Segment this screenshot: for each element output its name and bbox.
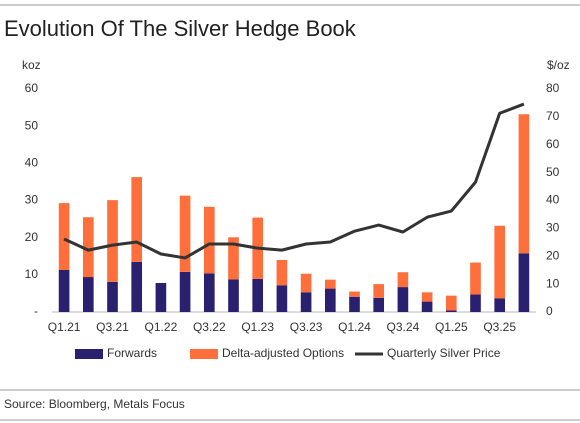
bar-segment [349,291,360,297]
bar-segment [107,281,118,312]
bar-segment [58,203,70,271]
y2-tick-label: 0 [546,304,553,318]
y-tick-label: 20 [25,230,39,244]
bar-segment [179,271,191,312]
bar-segment [518,114,530,254]
x-tick-label: Q1.22 [145,320,178,334]
bar-segment [82,277,94,312]
legend-swatch [190,349,218,359]
bar-segment [131,261,143,312]
bar-segment [131,177,143,262]
bar-segment [470,262,481,295]
price-line [63,102,525,260]
bar-segment [373,284,385,298]
bar-segment [324,288,336,312]
bar-segment [203,206,215,274]
x-tick-label: Q1.24 [338,320,371,334]
y2-tick-label: 70 [546,109,560,123]
chart-title: Evolution Of The Silver Hedge Book [4,16,357,41]
y2-tick-label: 80 [546,81,560,95]
x-tick-label: Q3.25 [483,320,516,334]
bar-segment [494,298,506,312]
legend-label: Quarterly Silver Price [387,346,501,360]
bar-segment [82,217,94,278]
bar-segment [300,273,312,293]
bar-segment [228,237,239,280]
bar-segment [107,200,118,282]
bar-segment [470,294,481,312]
bar-segment [179,195,191,272]
bar-segment [228,279,239,312]
y-tick-label: 40 [25,156,39,170]
bar-segment [421,292,433,302]
bar-segment [494,225,506,299]
bar-segment [373,297,385,312]
source: Source: Bloomberg, Metals Focus [4,397,185,411]
x-tick-label: Q1.25 [435,320,468,334]
bar-segment [276,285,288,312]
y-tick-label: 30 [25,193,39,207]
bar-segment [203,273,215,312]
x-tick-label: Q1.23 [241,320,274,334]
bar-segment [421,301,433,312]
bar-segment [58,270,70,312]
bar-segment [276,259,288,286]
x-tick-label: Q3.21 [96,320,129,334]
bar-segment [252,278,264,312]
bar-segment [397,272,409,288]
bar-segment [349,296,360,312]
y-tick-label: 10 [25,267,39,281]
y2-tick-label: 20 [546,248,560,262]
y2-tick-label: 10 [546,276,560,290]
y2-tick-label: 30 [546,221,560,235]
legend-swatch [75,349,103,359]
y2-tick-label: 50 [546,165,560,179]
bar-segment [445,310,457,312]
x-tick-label: Q3.23 [290,320,323,334]
y-tick-label: - [34,304,38,318]
bar-segment [397,287,409,312]
bar-segment [155,283,167,312]
bar-segment [324,279,336,289]
y-tick-label: 60 [25,81,39,95]
legend-label: Forwards [107,346,157,360]
y-tick-label: 50 [25,118,39,132]
bar-segment [445,295,457,311]
bar-segment [518,253,530,312]
x-tick-label: Q1.21 [48,320,81,334]
y2-axis-label: $/oz [547,58,570,72]
legend-label: Delta-adjusted Options [222,346,344,360]
y2-tick-label: 60 [546,137,560,151]
bar-segment [300,292,312,312]
x-tick-label: Q3.24 [387,320,420,334]
x-tick-label: Q3.22 [193,320,226,334]
y-axis-label: koz [22,58,41,72]
y2-tick-label: 40 [546,193,560,207]
